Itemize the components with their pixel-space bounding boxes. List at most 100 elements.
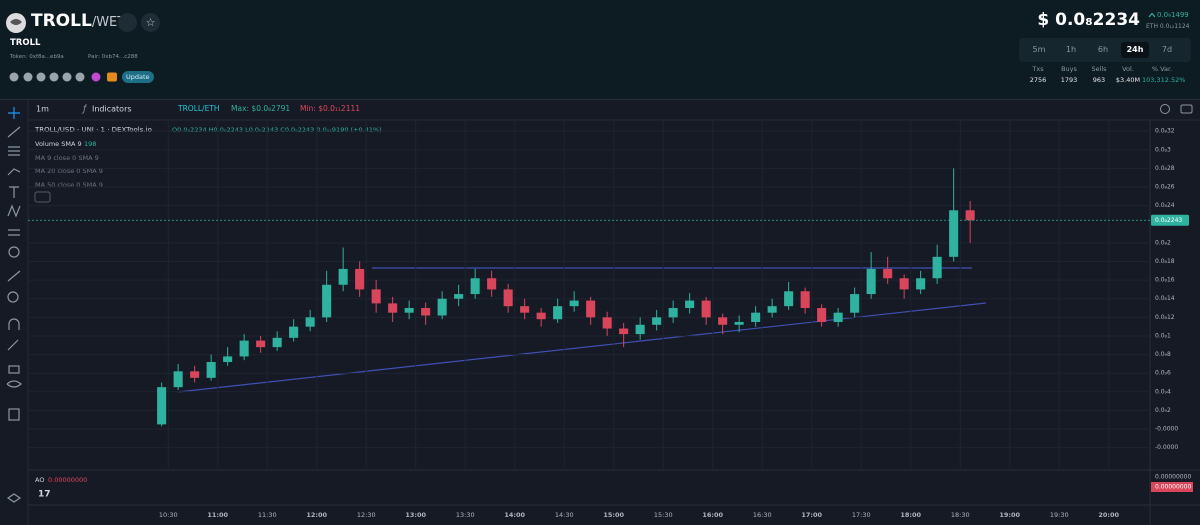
y-tick-label: -0.0000: [1155, 444, 1178, 451]
candle-body: [932, 256, 942, 279]
stat-value: 963: [1092, 76, 1106, 84]
candle-body: [371, 289, 381, 304]
candle-body: [355, 268, 365, 290]
candle-body: [470, 278, 480, 295]
timeframe-tab[interactable]: 24h: [1121, 42, 1149, 58]
candle-body: [157, 387, 167, 425]
candle-body: [602, 317, 612, 329]
candle-body: [206, 362, 216, 378]
candle-body: [503, 289, 513, 307]
max-price: Max: $0.0₈2791: [231, 104, 290, 113]
candle-body: [190, 371, 200, 378]
x-tick-label: 20:00: [1098, 511, 1119, 519]
x-tick-label: 11:30: [258, 511, 277, 519]
x-tick-label: 15:00: [603, 511, 624, 519]
candle-body: [850, 294, 860, 313]
pair-address[interactable]: Pair: 0xb74...c288: [88, 54, 138, 60]
y-tick-label: 0.0₈24: [1155, 202, 1175, 209]
timeframe-tab[interactable]: 5m: [1032, 45, 1046, 54]
candle-body: [553, 306, 563, 320]
ao-value: 0.00000000: [48, 476, 87, 484]
ao-label: AO: [35, 476, 44, 484]
price: $ 0.0₈2234: [1037, 10, 1140, 30]
candle-body: [751, 312, 761, 322]
y-tick-label: 0.0₈26: [1155, 184, 1175, 191]
x-tick-label: 15:30: [654, 511, 673, 519]
tradingview-logo: 17: [38, 490, 51, 500]
x-tick-label: 16:30: [753, 511, 772, 519]
x-tick-label: 16:00: [702, 511, 723, 519]
timeframe-tab[interactable]: 6h: [1097, 45, 1109, 54]
y-tick-label: 0.0₈3: [1155, 146, 1171, 153]
token-logo: [6, 13, 26, 33]
x-tick-label: 12:00: [306, 511, 327, 519]
stat-label: Buys: [1061, 65, 1077, 73]
candle-body: [949, 210, 959, 257]
y-tick-label: 0.0₈18: [1155, 258, 1175, 265]
candle-body: [173, 371, 183, 388]
candle-body: [734, 321, 744, 325]
legend-ohlc: O0.0₈2234 H0.0₈2243 L0.0₈2243 C0.0₈2243 …: [172, 126, 382, 134]
x-tick-label: 11:00: [207, 511, 228, 519]
chart-background: [0, 100, 1200, 525]
x-tick-label: 14:30: [555, 511, 574, 519]
y-tick-label: 0.0₈32: [1155, 128, 1175, 135]
interval-button[interactable]: 1m: [36, 105, 49, 114]
candle-body: [635, 324, 645, 335]
header: TROLL/WETH ☆ TROLL Token: 0xf8a...eb9a P…: [0, 0, 1200, 100]
binoculars-button[interactable]: [118, 13, 137, 32]
candle-body: [305, 317, 315, 327]
x-tick-label: 19:00: [999, 511, 1020, 519]
legend-source: TROLL/USD · UNI · 1 · DEXTools.io: [34, 126, 152, 134]
stat-value: $3.40M: [1115, 76, 1141, 84]
collapse-legend[interactable]: [34, 191, 51, 203]
candle-body: [800, 291, 810, 309]
candle-body: [569, 300, 579, 307]
update-button[interactable]: Update: [122, 71, 154, 83]
candle-body: [536, 312, 546, 320]
y-tick-label: 0.0₉4: [1155, 388, 1171, 395]
candle-body: [586, 300, 596, 318]
y-tick-label: 0.0₈14: [1155, 295, 1175, 302]
candle-body: [767, 306, 777, 313]
x-tick-label: 13:00: [405, 511, 426, 519]
timeframe-tab[interactable]: 7d: [1161, 45, 1173, 54]
y-tick-label: 0.0₈28: [1155, 165, 1175, 172]
x-tick-label: 13:30: [456, 511, 475, 519]
ao-axis-label: 0.00000000: [1155, 474, 1191, 481]
candle-body: [322, 284, 332, 318]
x-tick-label: 12:30: [357, 511, 376, 519]
candle-body: [718, 317, 728, 325]
symbol: TROLL: [31, 11, 92, 31]
up-arrow: [1148, 12, 1156, 18]
price-change: 0.0₉1499: [1157, 11, 1189, 19]
stat-value: 1793: [1060, 76, 1078, 84]
y-tick-label: -0.0000: [1155, 426, 1178, 433]
candle-body: [289, 326, 299, 338]
candle-body: [223, 356, 233, 363]
stat-value: 103,312.52%: [1142, 76, 1186, 84]
star-button[interactable]: ☆: [141, 13, 160, 32]
candle-body: [272, 337, 282, 348]
candle-body: [916, 278, 926, 290]
last-price-label: 0.0₈2243: [1155, 217, 1182, 224]
y-tick-label: 0.0₉6: [1155, 370, 1171, 377]
token-address[interactable]: Token: 0xf8a...eb9a: [10, 54, 64, 60]
timeframe-tabs: 5m 1h 6h 24h 7d: [1019, 38, 1191, 62]
drawing-tools: [6, 107, 22, 503]
screenshot-button[interactable]: [1180, 104, 1193, 114]
y-tick-label: 0.0₉2: [1155, 407, 1171, 414]
x-tick-label: 19:30: [1050, 511, 1069, 519]
timeframe-tab[interactable]: 1h: [1065, 45, 1077, 54]
pair-button[interactable]: TROLL/ETH: [177, 104, 220, 113]
indicators-icon: ƒ: [81, 105, 88, 115]
y-tick-label: 0.0₈2: [1155, 239, 1171, 246]
settings-button[interactable]: [1160, 104, 1170, 114]
social-icons: [9, 72, 117, 82]
indicators-button[interactable]: Indicators: [92, 105, 132, 114]
candle-body: [388, 303, 398, 313]
last-price-tag: [1151, 214, 1189, 226]
y-tick-label: 0.0₉8: [1155, 351, 1171, 358]
